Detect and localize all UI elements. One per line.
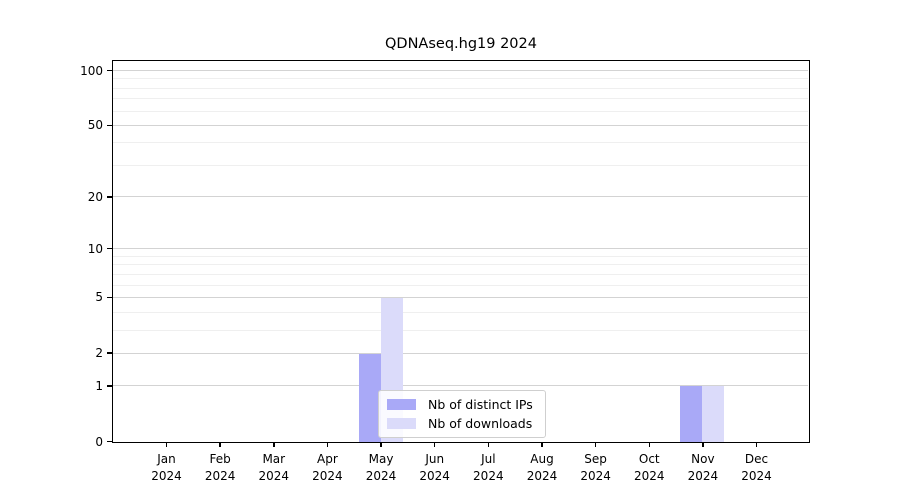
legend-swatch-distinct-ips [387,399,416,410]
y-tick-label: 20 [87,189,103,204]
gridline-minor [113,311,808,313]
y-axis-tick [107,196,112,198]
x-tick-label: Jun 2024 [419,451,450,483]
x-axis-tick [433,441,436,447]
bar-downloads [702,386,725,442]
y-axis-tick [107,247,112,250]
x-tick-label: Sep 2024 [580,451,611,483]
legend-entry-distinct-ips: Nb of distinct IPs [387,397,537,412]
x-axis-tick [755,441,758,447]
legend: Nb of distinct IPs Nb of downloads [378,390,546,438]
gridline-minor [113,273,808,275]
y-axis-tick [107,352,112,354]
bar-distinct-ips [358,353,381,442]
legend-entry-downloads: Nb of downloads [387,416,537,431]
y-axis-tick [107,296,112,299]
y-axis-tick [107,124,112,127]
y-axis-tick [107,440,112,443]
gridline-minor [113,264,808,266]
chart-title: QDNAseq.hg19 2024 [385,36,537,52]
y-axis-tick [107,385,112,387]
x-tick-label: Jul 2024 [473,451,504,483]
legend-label-downloads: Nb of downloads [428,416,533,431]
x-tick-label: Oct 2024 [633,451,665,483]
y-tick-label: 0 [95,434,103,449]
y-tick-label: 100 [80,63,103,78]
gridline-major [113,124,808,126]
x-axis-tick [165,441,168,447]
gridline-minor [113,255,808,257]
x-tick-label: Apr 2024 [312,451,343,483]
plot-area [112,60,810,443]
x-tick-label: Dec 2024 [741,451,772,483]
gridline-major [113,296,808,298]
x-axis-tick [273,441,275,447]
gridline-major [113,70,808,71]
y-tick-label: 10 [87,241,103,256]
gridline-minor [113,78,808,80]
y-tick-label: 5 [95,290,103,305]
y-axis-tick [107,69,112,72]
gridline-major [113,196,808,198]
legend-swatch-downloads [387,418,416,429]
legend-label-distinct-ips: Nb of distinct IPs [428,397,533,412]
x-axis-tick [594,441,597,447]
gridline-minor [113,110,808,112]
gridline-minor [113,329,808,331]
x-axis-tick [219,441,221,447]
gridline-minor [113,142,808,144]
x-axis-tick [541,441,543,447]
y-tick-label: 1 [95,378,103,393]
gridline-minor [113,98,808,100]
x-tick-label: Feb 2024 [204,451,236,483]
y-tick-label: 50 [87,118,103,133]
gridline-major [113,352,808,354]
y-tick-label: 2 [95,346,103,361]
x-tick-label: Aug 2024 [526,451,558,483]
gridline-minor [113,87,808,89]
x-axis-tick [702,441,704,447]
x-axis-tick [648,441,650,447]
x-axis-tick [326,441,329,447]
bar-distinct-ips [680,386,703,442]
gridline-major [113,248,808,250]
x-tick-label: May 2024 [365,451,397,483]
x-axis-tick [380,441,382,447]
x-axis-tick [487,441,490,447]
x-tick-label: Jan 2024 [151,451,182,483]
gridline-minor [113,164,808,166]
x-tick-label: Nov 2024 [687,451,719,483]
gridline-major [113,385,808,387]
x-tick-label: Mar 2024 [258,451,290,483]
gridline-minor [113,284,808,286]
